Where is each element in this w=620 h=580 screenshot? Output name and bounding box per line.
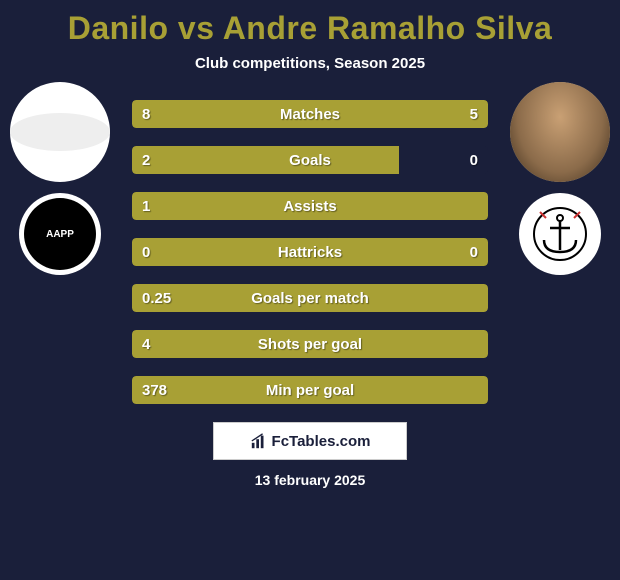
player-left-avatar — [10, 82, 110, 182]
bar-label: Matches — [132, 100, 488, 128]
bar-label: Shots per goal — [132, 330, 488, 358]
bar-label: Hattricks — [132, 238, 488, 266]
comparison-content: AAPP 8Matches52Goals01Assists0Hattricks0… — [0, 100, 620, 404]
player-right-avatar — [510, 82, 610, 182]
footer-date: 13 february 2025 — [0, 472, 620, 488]
club-left-logo: AAPP — [24, 198, 96, 270]
stat-bar-row: 378Min per goal — [132, 376, 488, 404]
stat-bar-row: 0Hattricks0 — [132, 238, 488, 266]
bar-label: Assists — [132, 192, 488, 220]
bar-value-right: 5 — [470, 100, 478, 128]
chart-icon — [250, 432, 268, 450]
stat-bar-row: 2Goals0 — [132, 146, 488, 174]
club-left-badge: AAPP — [19, 193, 101, 275]
brand-text: FcTables.com — [272, 433, 371, 450]
bar-label: Goals — [132, 146, 488, 174]
page-subtitle: Club competitions, Season 2025 — [0, 55, 620, 72]
bar-label: Goals per match — [132, 284, 488, 312]
page-title: Danilo vs Andre Ramalho Silva — [0, 0, 620, 47]
bar-label: Min per goal — [132, 376, 488, 404]
player-right-photo — [510, 82, 610, 182]
bar-value-right: 0 — [470, 238, 478, 266]
stat-bar-row: 8Matches5 — [132, 100, 488, 128]
stat-bar-row: 0.25Goals per match — [132, 284, 488, 312]
stat-bar-row: 1Assists — [132, 192, 488, 220]
stat-bars: 8Matches52Goals01Assists0Hattricks00.25G… — [132, 100, 488, 404]
anchor-icon — [530, 204, 590, 264]
club-right-badge — [519, 193, 601, 275]
brand-badge: FcTables.com — [213, 422, 407, 460]
bar-value-right: 0 — [470, 146, 478, 174]
club-right-logo — [524, 198, 596, 270]
player-left-silhouette — [10, 113, 110, 151]
stat-bar-row: 4Shots per goal — [132, 330, 488, 358]
